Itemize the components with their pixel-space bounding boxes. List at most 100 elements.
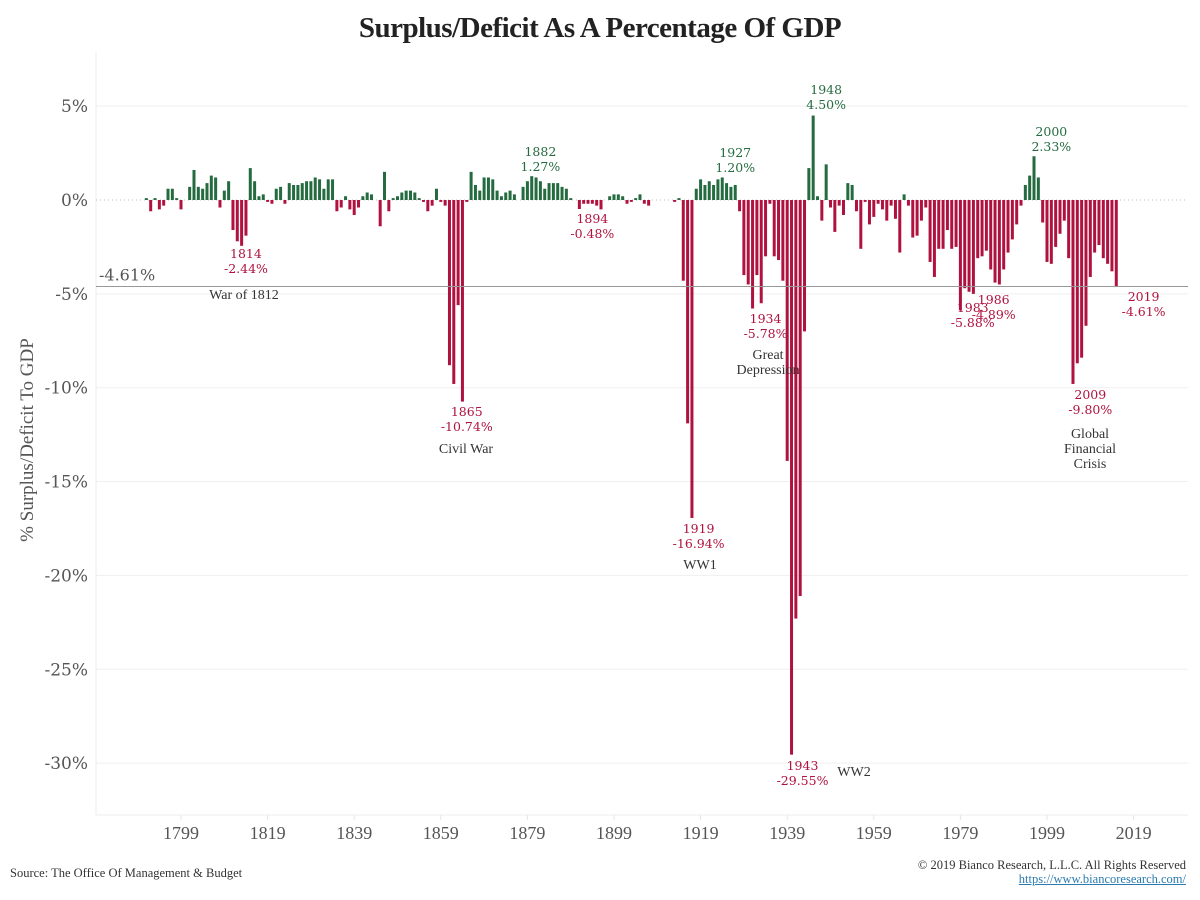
bar-1832 (322, 188, 326, 200)
bar-1956 (859, 200, 863, 249)
bar-1851 (404, 190, 408, 200)
bar-1975 (941, 200, 945, 249)
annotation-value-1927: 1.20% (715, 160, 755, 175)
bar-1947 (820, 200, 824, 221)
bar-1862 (452, 200, 456, 384)
bar-2011 (1097, 200, 1101, 246)
bar-1793 (153, 198, 157, 200)
bar-2007 (1080, 200, 1084, 358)
bar-1846 (383, 171, 387, 200)
bar-1805 (205, 183, 209, 200)
bar-1917 (690, 200, 694, 518)
bar-1972 (928, 200, 932, 262)
bar-1989 (1002, 200, 1006, 270)
bar-1966 (902, 194, 906, 200)
bar-1884 (547, 183, 551, 200)
bar-1925 (725, 183, 729, 200)
bar-1967 (906, 200, 910, 206)
annotation-value-1814: -2.44% (224, 261, 268, 276)
event-label: Civil War (439, 442, 494, 457)
bar-1944 (807, 168, 811, 200)
bar-1914 (677, 198, 681, 200)
bar-1955 (854, 200, 858, 212)
bar-1905 (638, 194, 642, 200)
bar-1830 (313, 177, 317, 200)
bar-1815 (248, 168, 252, 200)
bar-1915 (681, 200, 685, 281)
annotation-year-1934: 1934 (750, 311, 782, 326)
x-tick-label: 2019 (1116, 823, 1152, 843)
bar-1995 (1028, 175, 1032, 200)
bar-1971 (924, 200, 928, 208)
bar-1837 (344, 196, 348, 200)
bar-1936 (772, 200, 776, 257)
bar-1797 (170, 188, 174, 200)
bar-1875 (508, 190, 512, 200)
bar-1791 (144, 198, 148, 200)
bar-1980 (963, 200, 967, 289)
bar-1982 (971, 200, 975, 294)
bar-1940 (790, 200, 794, 755)
x-axis: 1799 1819 1839 1859 1879 1899 1919 1939 1959 1979… (163, 815, 1152, 843)
annotation-year-1919: 1919 (683, 521, 715, 536)
bar-1931 (751, 200, 755, 309)
bar-1839 (352, 200, 356, 216)
annotation-year-1927: 1927 (719, 145, 751, 160)
bar-1943 (803, 200, 807, 332)
bar-1868 (478, 190, 482, 200)
bar-1913 (673, 200, 677, 202)
bar-1895 (595, 200, 599, 206)
bar-1893 (586, 200, 590, 204)
bar-1865 (465, 200, 469, 202)
bar-1973 (932, 200, 936, 277)
bar-1802 (192, 169, 196, 200)
bar-2002 (1058, 200, 1062, 234)
bar-1948 (824, 164, 828, 200)
bar-1829 (309, 181, 313, 200)
bar-1950 (833, 200, 837, 232)
bar-1904 (634, 198, 638, 200)
event-label: War of 1812 (209, 288, 279, 303)
bar-1841 (361, 196, 365, 200)
bar-1991 (1010, 200, 1014, 240)
bar-1804 (201, 188, 205, 200)
bar-2000 (1049, 200, 1053, 264)
bar-1872 (495, 190, 499, 200)
bar-2013 (1106, 200, 1110, 264)
event-label: Financial (1064, 442, 1116, 457)
bar-1850 (400, 192, 404, 200)
bar-2003 (1062, 200, 1066, 221)
annotation-value-1882: 1.27% (521, 159, 561, 174)
bar-1848 (391, 198, 395, 200)
bar-1870 (486, 177, 490, 200)
website-link[interactable]: https://www.biancoresearch.com/ (1018, 872, 1186, 886)
bar-1855 (421, 200, 425, 202)
event-label: WW1 (683, 558, 716, 573)
bar-1827 (300, 183, 304, 200)
y-tick-label: -25% (44, 660, 88, 680)
bar-1809 (222, 190, 226, 200)
event-label: Depression (737, 363, 800, 378)
annotation-year-1894: 1894 (576, 211, 608, 226)
event-label: Global (1071, 427, 1109, 442)
bar-1860 (443, 200, 447, 206)
bar-1866 (469, 171, 473, 200)
bar-1886 (556, 183, 560, 200)
bar-1974 (937, 200, 941, 249)
bar-1965 (898, 200, 902, 253)
bar-1843 (370, 194, 374, 200)
bar-1888 (564, 188, 568, 200)
x-tick-label: 1979 (942, 823, 978, 843)
bar-1845 (378, 200, 382, 227)
bar-1932 (755, 200, 759, 276)
bar-1838 (348, 200, 352, 210)
bar-1896 (599, 200, 603, 210)
bar-1993 (1019, 200, 1023, 206)
bar-1962 (885, 200, 889, 221)
bar-1954 (850, 184, 854, 200)
bar-1881 (534, 177, 538, 200)
bar-1921 (707, 181, 711, 200)
bar-1957 (863, 200, 867, 202)
bar-1887 (560, 186, 564, 200)
